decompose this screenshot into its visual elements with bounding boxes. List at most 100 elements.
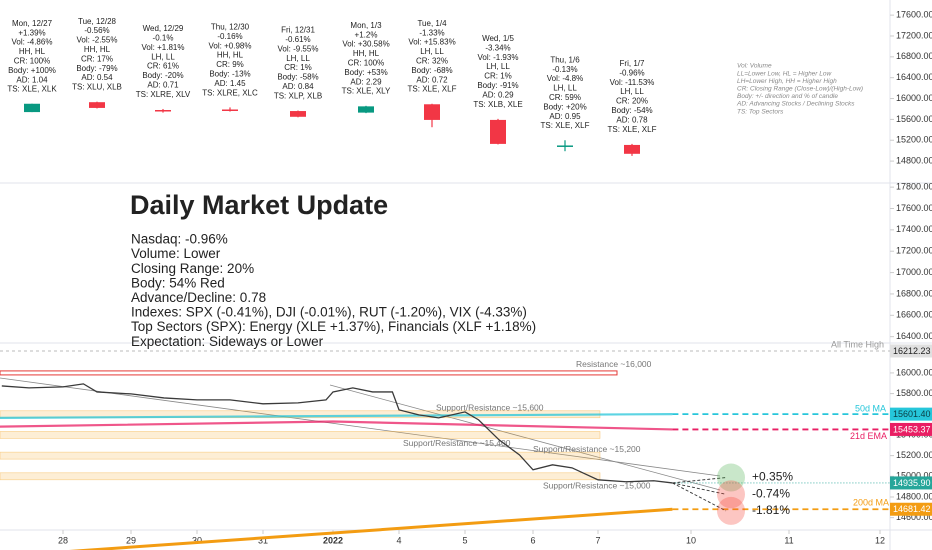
- day-annotation: CR: 59%: [549, 93, 581, 102]
- x-tick-label: 7: [595, 535, 600, 545]
- x-tick-label: 10: [686, 535, 696, 545]
- day-annotation: HH, HL: [353, 49, 380, 58]
- day-annotation: Body: -91%: [477, 81, 518, 90]
- x-tick-label: 4: [396, 535, 401, 545]
- day-annotation: -1.33%: [419, 28, 444, 37]
- day-annotation: LH, LL: [420, 47, 444, 56]
- legend-note: Vol: Volume: [737, 63, 772, 70]
- moving-average: [68, 507, 673, 550]
- day-annotation: TS: XLE, XLF: [408, 85, 457, 94]
- day-annotation: TS: XLB, XLE: [473, 100, 522, 109]
- moving-average-name: 21d EMA: [850, 431, 887, 441]
- candle-body: [24, 103, 40, 113]
- day-annotation: AD: 2.29: [350, 77, 382, 86]
- day-annotation: Body: +100%: [8, 66, 56, 75]
- level-label: Resistance ~16,000: [576, 359, 652, 369]
- day-annotation: HH, HL: [84, 45, 111, 54]
- y-tick-label: 16800.00: [896, 51, 932, 61]
- y-tick-label: 17800.00: [896, 182, 932, 192]
- y-tick-label: 16400.00: [896, 72, 932, 82]
- support-band: [0, 472, 601, 481]
- day-annotation: Body: -54%: [611, 106, 652, 115]
- x-tick-label: 6: [530, 535, 535, 545]
- y-tick-label: 17200.00: [896, 246, 932, 256]
- y-tick-label: 17600.00: [896, 203, 932, 213]
- day-annotation: CR: 17%: [81, 54, 113, 63]
- day-annotation: Thu, 1/6: [550, 55, 580, 64]
- x-tick-label: 5: [462, 535, 467, 545]
- day-annotation: Vol: -4.8%: [547, 74, 583, 83]
- day-annotation: TS: XLE, XLY: [342, 87, 391, 96]
- y-tick-label: 16000.00: [896, 93, 932, 103]
- legend-note: AD: Advancing Stocks / Declining Stocks: [736, 101, 855, 108]
- price-badge: [890, 422, 932, 436]
- update-line: Expectation: Sideways or Lower: [131, 334, 324, 349]
- day-annotation: CR: 20%: [616, 97, 648, 106]
- day-annotation: -0.56%: [84, 26, 109, 35]
- day-annotation: TS: XLRE, XLC: [202, 88, 258, 97]
- price-badge-label: 15601.40: [893, 409, 931, 419]
- candle-body: [624, 144, 640, 154]
- day-annotation: Thu, 12/30: [211, 23, 250, 32]
- y-tick-label: 15200.00: [896, 450, 932, 460]
- candle-body: [155, 110, 171, 112]
- all-time-high-label: All Time High: [831, 339, 884, 349]
- price-badge: [890, 502, 932, 516]
- candle-body: [222, 109, 238, 111]
- level-label: Support/Resistance ~15,000: [543, 481, 651, 491]
- projection-target: [717, 496, 745, 525]
- day-annotation: AD: 0.72: [416, 75, 448, 84]
- update-line: Nasdaq: -0.96%: [131, 232, 228, 247]
- price-badge: [890, 344, 932, 358]
- day-annotation: +1.2%: [355, 30, 378, 39]
- day-annotation: LH, LL: [553, 84, 577, 93]
- y-tick-label: 14800.00: [896, 491, 932, 501]
- day-annotation: Body: -79%: [76, 64, 117, 73]
- projection-arrow: [672, 477, 727, 484]
- day-annotation: -0.1%: [153, 33, 174, 42]
- x-tick-label: 11: [784, 535, 793, 545]
- day-annotation: -3.34%: [485, 43, 510, 52]
- day-annotation: LH, LL: [286, 54, 310, 63]
- day-annotation: CR: 100%: [348, 59, 384, 68]
- x-tick-label: 2022: [323, 535, 343, 545]
- price-badge-label: 15453.37: [893, 424, 931, 434]
- y-tick-label: 17200.00: [896, 30, 932, 40]
- moving-average-name: 200d MA: [853, 498, 889, 508]
- x-tick-label: 29: [126, 535, 136, 545]
- x-tick-label: 31: [258, 535, 268, 545]
- legend-note: LH=Lower High, HH = Higher High: [737, 78, 837, 85]
- y-tick-label: 16400.00: [896, 331, 932, 341]
- price-badge-label: 14681.42: [893, 504, 931, 514]
- day-annotation: Body: -68%: [411, 66, 452, 75]
- projection-arrow: [672, 482, 727, 495]
- day-annotation: Mon, 12/27: [12, 19, 53, 28]
- y-tick-label: 15800.00: [896, 388, 932, 398]
- day-annotation: -0.96%: [619, 68, 644, 77]
- x-tick-label: 30: [192, 535, 202, 545]
- day-annotation: Vol: -4.86%: [12, 38, 53, 47]
- update-line: Volume: Lower: [131, 246, 221, 261]
- day-annotation: TS: XLE, XLF: [541, 121, 590, 130]
- day-annotation: -0.61%: [285, 35, 310, 44]
- update-line: Advance/Decline: 0.78: [131, 290, 266, 305]
- projection-arrow: [672, 482, 727, 512]
- moving-average: [0, 413, 673, 419]
- day-annotation: -0.13%: [552, 65, 577, 74]
- day-annotation: CR: 100%: [14, 56, 50, 65]
- y-tick-label: 17600.00: [896, 9, 932, 19]
- day-annotation: Vol: +30.58%: [342, 40, 389, 49]
- update-title: Daily Market Update: [130, 190, 388, 220]
- day-annotation: Vol: -2.55%: [77, 36, 118, 45]
- update-line: Body: 54% Red: [131, 275, 225, 290]
- y-tick-label: 16000.00: [896, 367, 932, 377]
- day-annotation: Vol: -11.53%: [610, 78, 655, 87]
- candle-body: [358, 106, 374, 113]
- day-annotation: AD: 0.95: [549, 112, 581, 121]
- day-annotation: TS: XLE, XLF: [608, 125, 657, 134]
- legend-note: TS: Top Sectors: [737, 108, 784, 115]
- price-badge-label: 16212.23: [893, 346, 931, 356]
- day-annotation: -0.16%: [217, 32, 242, 41]
- projection-label: -1.81%: [752, 503, 790, 517]
